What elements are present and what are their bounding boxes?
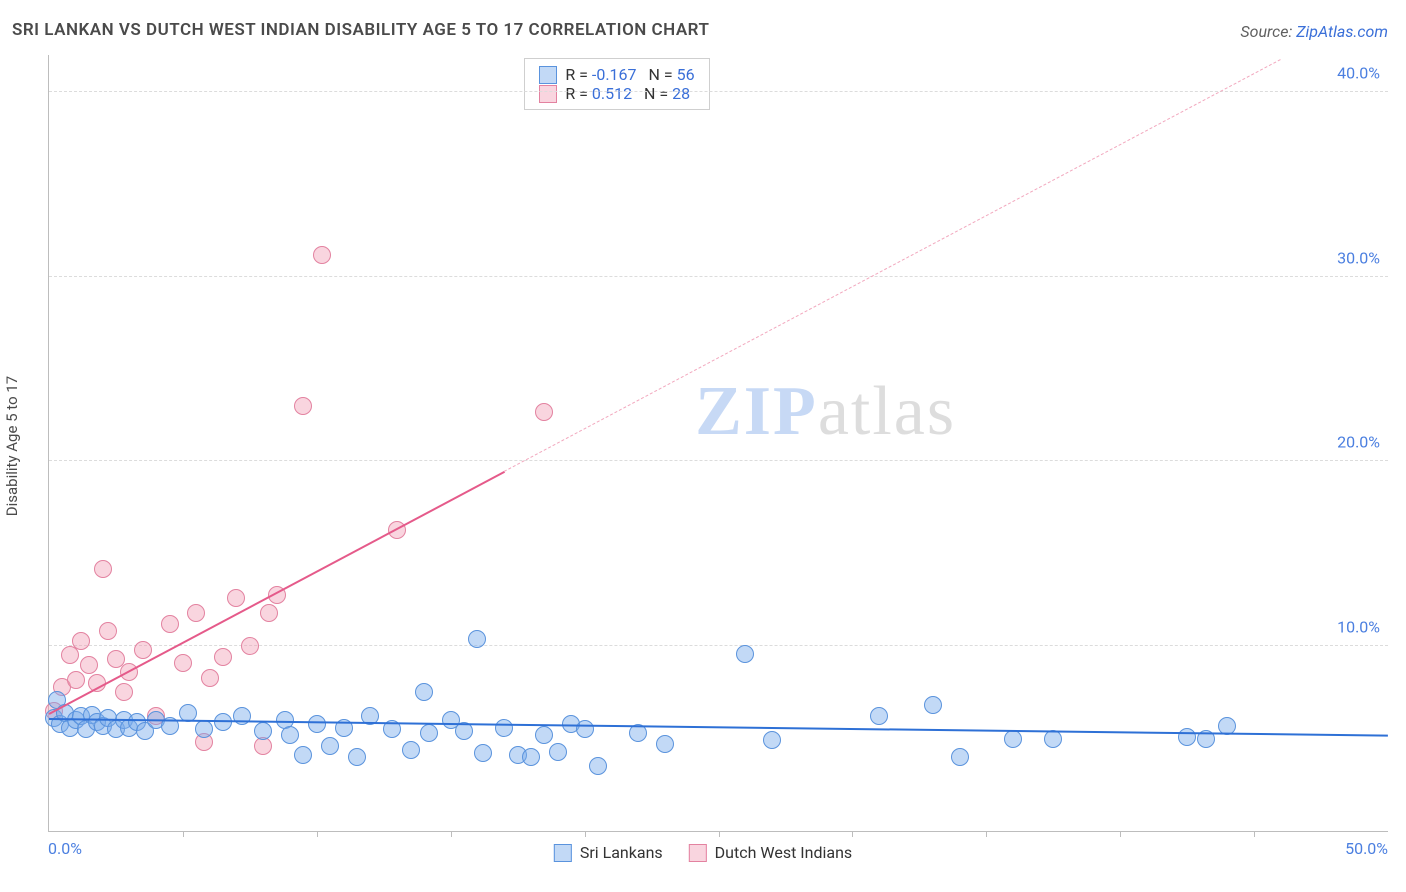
data-point — [187, 604, 205, 622]
legend-swatch — [539, 66, 557, 84]
data-point — [308, 715, 326, 733]
watermark-atlas: atlas — [818, 373, 956, 450]
watermark: ZIPatlas — [695, 372, 956, 452]
stats-legend-row: R = -0.167 N = 56 — [539, 65, 694, 84]
data-point — [656, 735, 674, 753]
legend-swatch — [554, 844, 572, 862]
y-tick-label: 10.0% — [1337, 618, 1380, 637]
legend-swatch — [539, 85, 557, 103]
stats-legend-row: R = 0.512 N = 28 — [539, 84, 694, 103]
data-point — [870, 707, 888, 725]
data-point — [348, 748, 366, 766]
data-point — [420, 724, 438, 742]
gridline — [49, 460, 1388, 461]
data-point — [72, 632, 90, 650]
data-point — [281, 726, 299, 744]
data-point — [924, 696, 942, 714]
data-point — [313, 246, 331, 264]
data-point — [951, 748, 969, 766]
data-point — [201, 669, 219, 687]
x-minor-tick — [317, 831, 318, 837]
data-point — [260, 604, 278, 622]
legend-swatch — [689, 844, 707, 862]
legend-label: Sri Lankans — [580, 843, 663, 862]
gridline — [49, 91, 1388, 92]
data-point — [214, 648, 232, 666]
data-point — [61, 646, 79, 664]
trend-line — [504, 59, 1281, 472]
data-point — [402, 741, 420, 759]
data-point — [415, 683, 433, 701]
watermark-zip: ZIP — [695, 373, 818, 450]
data-point — [195, 720, 213, 738]
gridline — [49, 276, 1388, 277]
x-tick-label: 0.0% — [48, 839, 82, 858]
data-point — [321, 737, 339, 755]
trend-line — [49, 471, 505, 715]
data-point — [99, 622, 117, 640]
data-point — [294, 397, 312, 415]
x-minor-tick — [1254, 831, 1255, 837]
legend-item: Dutch West Indians — [689, 843, 853, 862]
plot-area: ZIPatlas R = -0.167 N = 56R = 0.512 N = … — [48, 55, 1388, 832]
data-point — [736, 645, 754, 663]
x-minor-tick — [451, 831, 452, 837]
x-minor-tick — [852, 831, 853, 837]
data-point — [94, 560, 112, 578]
data-point — [535, 403, 553, 421]
data-point — [763, 731, 781, 749]
data-point — [115, 683, 133, 701]
x-minor-tick — [719, 831, 720, 837]
data-point — [294, 746, 312, 764]
data-point — [233, 707, 251, 725]
y-tick-label: 40.0% — [1337, 63, 1380, 82]
x-tick-label: 50.0% — [1345, 839, 1388, 858]
legend-item: Sri Lankans — [554, 843, 663, 862]
y-tick-label: 20.0% — [1337, 433, 1380, 452]
data-point — [589, 757, 607, 775]
data-point — [474, 744, 492, 762]
data-point — [174, 654, 192, 672]
y-tick-label: 30.0% — [1337, 248, 1380, 267]
x-minor-tick — [183, 831, 184, 837]
data-point — [495, 719, 513, 737]
x-minor-tick — [585, 831, 586, 837]
data-point — [468, 630, 486, 648]
legend-label: Dutch West Indians — [715, 843, 853, 862]
chart-title: SRI LANKAN VS DUTCH WEST INDIAN DISABILI… — [12, 20, 709, 40]
data-point — [67, 671, 85, 689]
data-point — [254, 722, 272, 740]
correlation-stats-legend: R = -0.167 N = 56R = 0.512 N = 28 — [524, 58, 709, 110]
source-attribution: Source: ZipAtlas.com — [1240, 22, 1388, 41]
data-point — [80, 656, 98, 674]
series-legend: Sri Lankans Dutch West Indians — [554, 843, 852, 862]
data-point — [522, 748, 540, 766]
source-prefix: Source: — [1240, 22, 1296, 41]
y-axis-label: Disability Age 5 to 17 — [3, 376, 21, 516]
data-point — [241, 637, 259, 655]
x-minor-tick — [986, 831, 987, 837]
data-point — [1178, 728, 1196, 746]
data-point — [576, 720, 594, 738]
data-point — [535, 726, 553, 744]
x-minor-tick — [1120, 831, 1121, 837]
data-point — [134, 641, 152, 659]
data-point — [227, 589, 245, 607]
source-link[interactable]: ZipAtlas.com — [1296, 22, 1388, 41]
data-point — [161, 615, 179, 633]
data-point — [549, 743, 567, 761]
data-point — [1004, 730, 1022, 748]
